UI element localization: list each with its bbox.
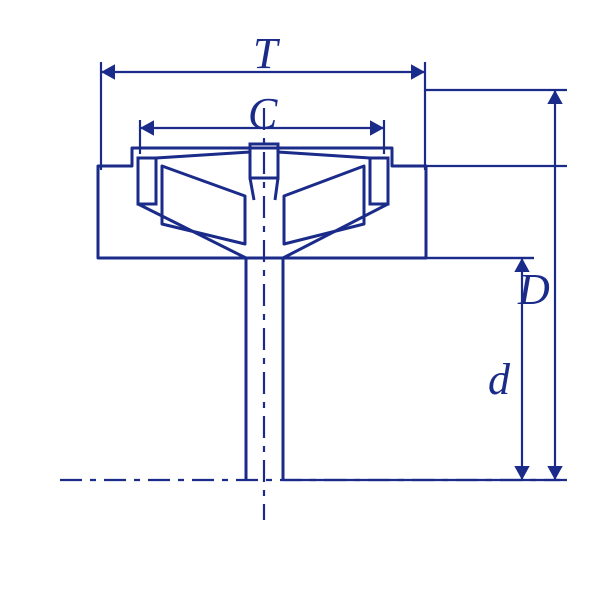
label-D: D xyxy=(518,268,550,312)
label-C: C xyxy=(248,92,277,136)
label-d: d xyxy=(488,358,510,402)
bearing-dimension-diagram: T C D d xyxy=(0,0,600,600)
diagram-svg xyxy=(0,0,600,600)
label-T: T xyxy=(253,32,277,76)
